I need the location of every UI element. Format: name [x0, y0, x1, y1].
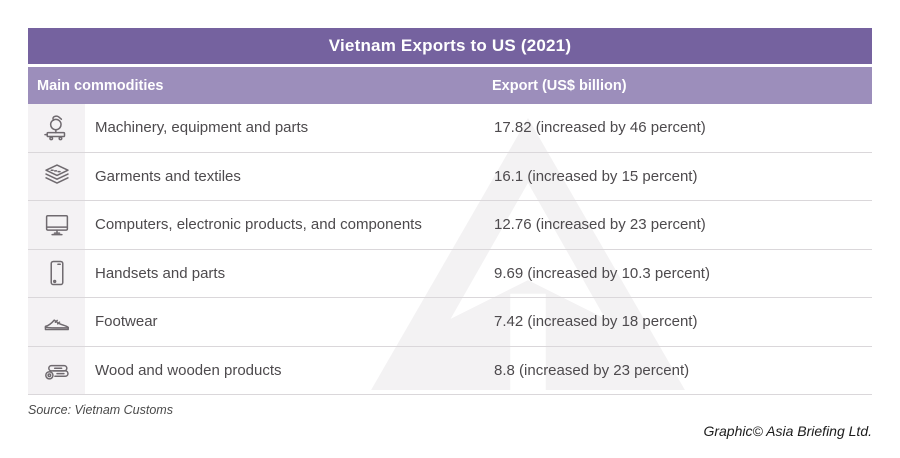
- commodity-label: Garments and textiles: [95, 167, 241, 185]
- table-row: Machinery, equipment and parts 17.82 (inc…: [28, 104, 872, 153]
- page-title: Vietnam Exports to US (2021): [328, 36, 572, 55]
- exports-table: Vietnam Exports to US (2021) Main commod…: [28, 28, 872, 395]
- export-value: 16.1 (increased by 15 percent): [494, 167, 698, 185]
- computer-icon: [28, 201, 85, 249]
- garments-icon: [28, 152, 85, 200]
- export-value: 12.76 (increased by 23 percent): [494, 216, 706, 234]
- table-row: Computers, electronic products, and comp…: [28, 201, 872, 250]
- footwear-icon: [28, 298, 85, 346]
- table-row: Garments and textiles 16.1 (increased by …: [28, 152, 872, 201]
- commodity-label: Computers, electronic products, and comp…: [95, 216, 422, 234]
- export-value: 8.8 (increased by 23 percent): [494, 361, 690, 379]
- wood-icon: [28, 346, 85, 394]
- column-header-commodities: Main commodities: [37, 77, 164, 94]
- commodity-label: Machinery, equipment and parts: [95, 119, 309, 137]
- source-note: Source: Vietnam Customs: [28, 403, 173, 417]
- table-body: Machinery, equipment and parts 17.82 (inc…: [28, 104, 872, 395]
- table-title-bar: Vietnam Exports to US (2021): [28, 28, 872, 64]
- commodity-label: Handsets and parts: [95, 264, 226, 282]
- export-value: 7.42 (increased by 18 percent): [494, 313, 698, 331]
- export-value: 17.82 (increased by 46 percent): [494, 119, 706, 137]
- table-row: Wood and wooden products 8.8 (increased b…: [28, 346, 872, 395]
- export-value: 9.69 (increased by 10.3 percent): [494, 264, 710, 282]
- table-row: Footwear 7.42 (increased by 18 percent): [28, 298, 872, 347]
- machinery-icon: [28, 104, 85, 152]
- handset-icon: [28, 249, 85, 297]
- commodity-label: Footwear: [95, 313, 158, 331]
- table-column-header: Main commodities Export (US$ billion): [28, 67, 872, 104]
- table-row: Handsets and parts 9.69 (increased by 10.…: [28, 249, 872, 298]
- commodity-label: Wood and wooden products: [95, 361, 282, 379]
- graphic-credit: Graphic© Asia Briefing Ltd.: [703, 423, 872, 439]
- column-header-export: Export (US$ billion): [492, 77, 627, 94]
